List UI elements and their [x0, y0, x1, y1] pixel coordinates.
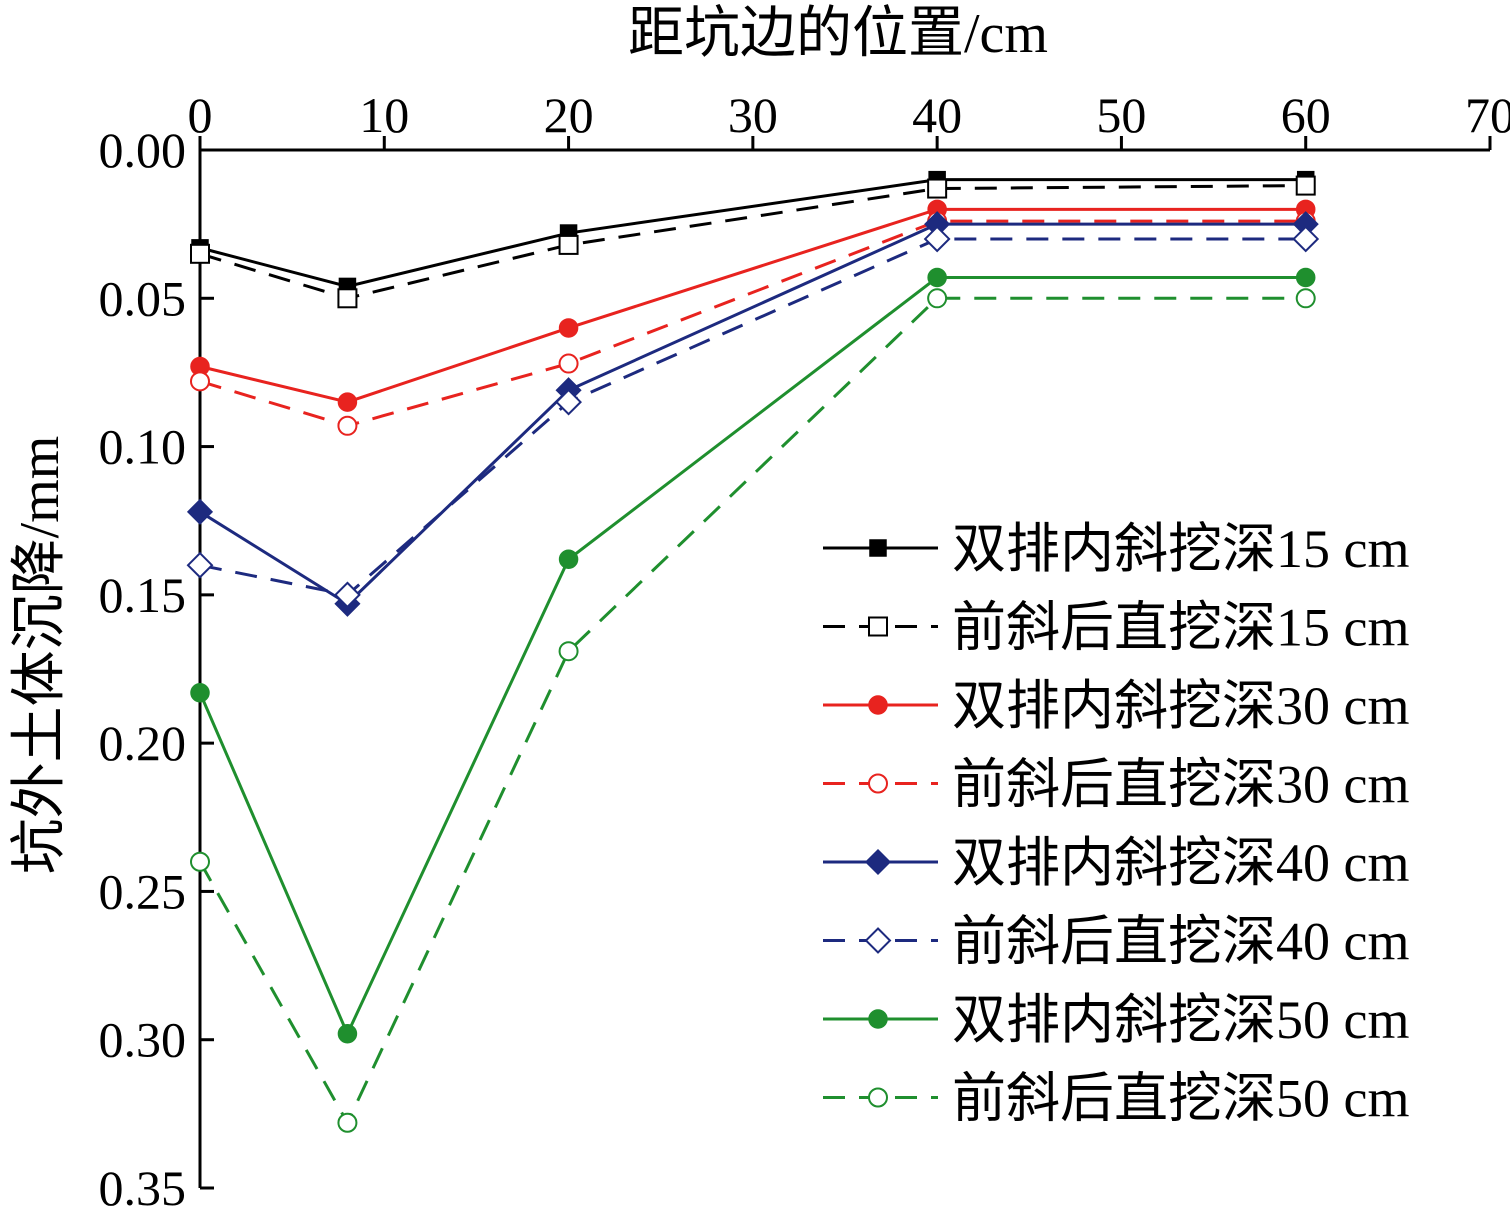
x-tick-label: 60 — [1281, 87, 1331, 143]
legend-label: 前斜后直挖深15 cm — [952, 598, 1409, 658]
series-layer — [186, 170, 1320, 1133]
x-tick-label: 10 — [359, 87, 409, 143]
x-tick-label: 50 — [1096, 87, 1146, 143]
x-tick-label: 30 — [728, 87, 778, 143]
data-point — [334, 581, 361, 609]
y-tick-label: 0.05 — [99, 270, 187, 326]
x-tick-label: 0 — [188, 87, 213, 143]
legend-label: 双排内斜挖深40 cm — [952, 833, 1409, 893]
series-1 — [191, 170, 1315, 296]
legend-label: 双排内斜挖深30 cm — [952, 676, 1409, 736]
data-point — [190, 682, 210, 703]
y-tick-label: 0.10 — [99, 419, 187, 475]
legend-marker — [868, 1087, 888, 1108]
legend-item: 前斜后直挖深15 cm — [823, 598, 1409, 658]
data-point — [337, 415, 358, 436]
data-point — [190, 243, 210, 264]
legend-item: 前斜后直挖深50 cm — [823, 1069, 1409, 1129]
data-point — [337, 392, 358, 412]
data-point — [927, 267, 947, 288]
legend-item: 双排内斜挖深30 cm — [823, 676, 1409, 736]
data-point — [927, 178, 948, 199]
data-point — [927, 288, 948, 309]
legend-item: 前斜后直挖深40 cm — [823, 912, 1409, 972]
data-point — [558, 353, 579, 374]
series-line — [199, 178, 1306, 288]
x-tick-label: 70 — [1465, 87, 1510, 143]
data-point — [337, 1112, 358, 1133]
data-point — [555, 388, 582, 416]
legend-item: 双排内斜挖深40 cm — [823, 833, 1409, 893]
y-axis-label: 坑外土体沉降/mm — [9, 436, 71, 875]
legend-marker — [868, 695, 888, 715]
series-line — [199, 219, 1306, 428]
series-4 — [190, 211, 1316, 436]
legend-marker — [868, 773, 888, 794]
x-tick-label: 20 — [544, 87, 594, 143]
legend: 双排内斜挖深15 cm 前斜后直挖深15 cm 双排内斜挖深30 cm 前斜后直挖深3… — [823, 519, 1409, 1129]
data-point — [558, 318, 579, 338]
legend-marker — [864, 927, 892, 954]
series-line — [198, 296, 1306, 1127]
data-point — [337, 288, 358, 309]
y-tick-label: 0.25 — [99, 863, 187, 919]
legend-label: 前斜后直挖深40 cm — [952, 912, 1409, 972]
series-2 — [190, 175, 1316, 309]
legend-marker — [868, 1009, 888, 1029]
legend-marker — [868, 616, 888, 637]
data-point — [1295, 175, 1316, 196]
data-point — [1295, 288, 1316, 309]
y-tick-label: 0.20 — [99, 715, 187, 771]
y-tick-label: 0.30 — [99, 1012, 187, 1068]
y-tick-label: 0.15 — [99, 567, 187, 623]
data-point — [186, 498, 214, 525]
series-6 — [186, 225, 1320, 609]
data-point — [558, 549, 579, 570]
series-7 — [190, 267, 1316, 1044]
data-point — [190, 851, 210, 872]
legend-item: 前斜后直挖深30 cm — [823, 755, 1409, 815]
legend-label: 前斜后直挖深30 cm — [952, 755, 1409, 815]
data-point — [923, 225, 951, 253]
data-point — [558, 641, 579, 662]
legend-label: 前斜后直挖深50 cm — [952, 1069, 1409, 1129]
legend-label: 双排内斜挖深15 cm — [952, 519, 1409, 579]
legend-item: 双排内斜挖深15 cm — [823, 519, 1409, 579]
legend-marker — [864, 848, 892, 876]
data-point — [186, 551, 214, 579]
y-tick-label: 0.00 — [99, 122, 187, 178]
data-point — [1292, 225, 1320, 253]
legend-label: 双排内斜挖深50 cm — [952, 990, 1409, 1050]
legend-item: 双排内斜挖深50 cm — [823, 990, 1409, 1050]
tick-layer: 0 10 20 30 40 50 60 70 0.00 0.05 0.10 0.15 0.20 0.25 0… — [99, 87, 1510, 1210]
x-tick-label: 40 — [912, 87, 962, 143]
data-point — [558, 234, 579, 255]
data-point — [1295, 267, 1316, 288]
data-point — [190, 371, 210, 392]
legend-marker — [869, 539, 887, 557]
y-tick-label: 0.35 — [99, 1160, 187, 1210]
data-point — [337, 1024, 358, 1044]
series-8 — [190, 288, 1316, 1133]
x-axis-label: 距坑边的位置/cm — [628, 3, 1048, 65]
